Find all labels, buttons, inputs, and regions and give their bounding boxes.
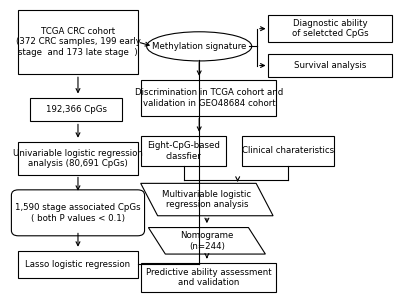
Text: TCGA CRC cohort
(372 CRC samples, 199 early
stage  and 173 late stage  ): TCGA CRC cohort (372 CRC samples, 199 ea… bbox=[16, 27, 140, 57]
Ellipse shape bbox=[147, 32, 252, 61]
FancyBboxPatch shape bbox=[142, 80, 276, 116]
Text: 192,366 CpGs: 192,366 CpGs bbox=[46, 105, 106, 114]
FancyBboxPatch shape bbox=[18, 9, 138, 74]
Polygon shape bbox=[148, 228, 265, 254]
Text: Eight-CpG-based
classfier: Eight-CpG-based classfier bbox=[147, 141, 220, 161]
Text: Univariable logistic regression
analysis (80,691 CpGs): Univariable logistic regression analysis… bbox=[13, 149, 143, 168]
FancyBboxPatch shape bbox=[18, 251, 138, 278]
Text: Clinical charateristics: Clinical charateristics bbox=[242, 147, 334, 155]
Text: Lasso logistic regression: Lasso logistic regression bbox=[26, 260, 130, 269]
Text: 1,590 stage associated CpGs
( both P values < 0.1): 1,590 stage associated CpGs ( both P val… bbox=[15, 203, 141, 223]
Text: Multivariable logistic
regression analysis: Multivariable logistic regression analys… bbox=[162, 190, 252, 209]
Text: Methylation signature: Methylation signature bbox=[152, 42, 246, 51]
FancyBboxPatch shape bbox=[142, 136, 226, 166]
Text: Discrimination in TCGA cohort and
validation in GEO48684 cohort: Discrimination in TCGA cohort and valida… bbox=[135, 88, 283, 108]
Text: Nomograme
(n=244): Nomograme (n=244) bbox=[180, 231, 234, 250]
FancyBboxPatch shape bbox=[12, 190, 144, 236]
Text: Diagnostic ability
of seletcted CpGs: Diagnostic ability of seletcted CpGs bbox=[292, 19, 368, 38]
FancyBboxPatch shape bbox=[30, 98, 122, 121]
Polygon shape bbox=[141, 183, 273, 216]
FancyBboxPatch shape bbox=[142, 263, 276, 292]
FancyBboxPatch shape bbox=[268, 15, 392, 42]
FancyBboxPatch shape bbox=[242, 136, 334, 166]
Text: Predictive ability assessment
and validation: Predictive ability assessment and valida… bbox=[146, 268, 272, 287]
FancyBboxPatch shape bbox=[18, 142, 138, 175]
Text: Survival analysis: Survival analysis bbox=[294, 61, 366, 70]
FancyBboxPatch shape bbox=[268, 54, 392, 77]
